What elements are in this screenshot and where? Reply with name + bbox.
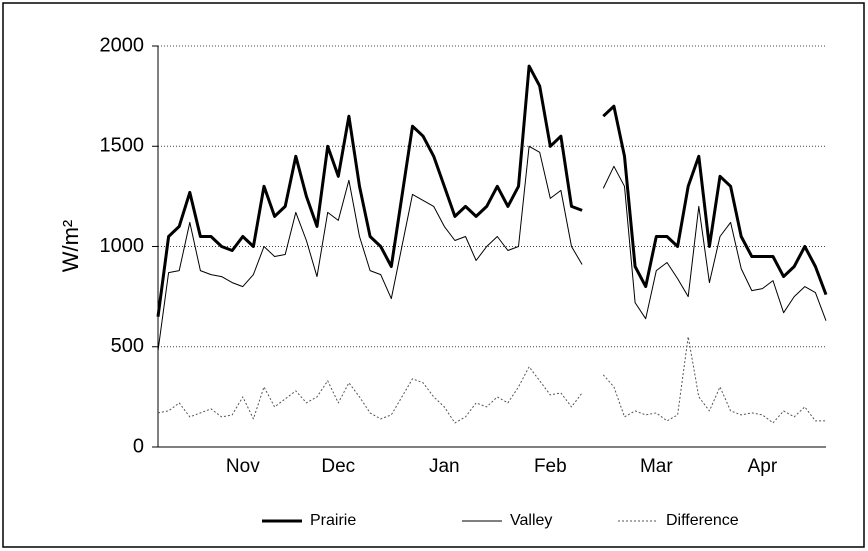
legend-label: Prairie <box>310 512 356 529</box>
y-tick-label: 1000 <box>100 235 145 257</box>
y-tick-label: 2000 <box>100 34 145 56</box>
y-axis-label: W/m² <box>58 220 83 273</box>
x-tick-label: Nov <box>226 456 260 477</box>
y-tick-label: 500 <box>111 335 144 357</box>
line-series <box>156 64 828 317</box>
line-series <box>157 336 826 424</box>
x-tick-label: Dec <box>321 456 355 477</box>
x-tick-label: Mar <box>640 456 673 477</box>
x-tick-label: Apr <box>748 456 778 477</box>
x-tick-label: Feb <box>534 456 567 477</box>
legend-label: Difference <box>666 512 739 529</box>
y-tick-label: 1500 <box>100 135 145 157</box>
y-tick-label: 0 <box>133 435 144 457</box>
x-tick-label: Jan <box>429 456 460 477</box>
legend-label: Valley <box>510 512 552 529</box>
line-series <box>157 145 827 351</box>
